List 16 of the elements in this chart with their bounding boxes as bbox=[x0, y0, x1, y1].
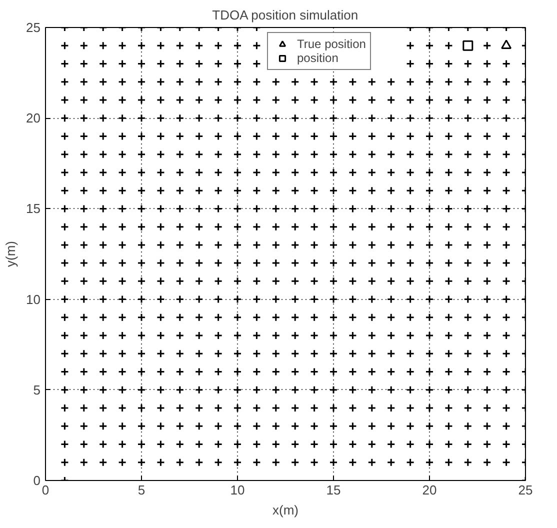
y-tick-label: 15 bbox=[26, 201, 41, 216]
x-axis-title: x(m) bbox=[272, 502, 299, 518]
y-tick-label: 25 bbox=[26, 20, 41, 35]
y-tick-label: 10 bbox=[26, 292, 41, 307]
chart-title: TDOA position simulation bbox=[212, 8, 358, 22]
y-tick-label: 20 bbox=[26, 110, 41, 126]
legend-label: True position bbox=[297, 37, 366, 51]
legend-label: position bbox=[297, 51, 338, 65]
x-tick-label: 20 bbox=[422, 482, 437, 498]
x-tick-label: 15 bbox=[326, 482, 341, 498]
y-tick-label: 5 bbox=[33, 382, 41, 398]
y-tick-label: 0 bbox=[33, 473, 41, 488]
y-axis-title: y(m) bbox=[3, 240, 18, 267]
x-tick-label: 10 bbox=[230, 482, 245, 498]
x-tick-label: 25 bbox=[518, 482, 533, 498]
x-tick-label: 5 bbox=[138, 482, 146, 498]
